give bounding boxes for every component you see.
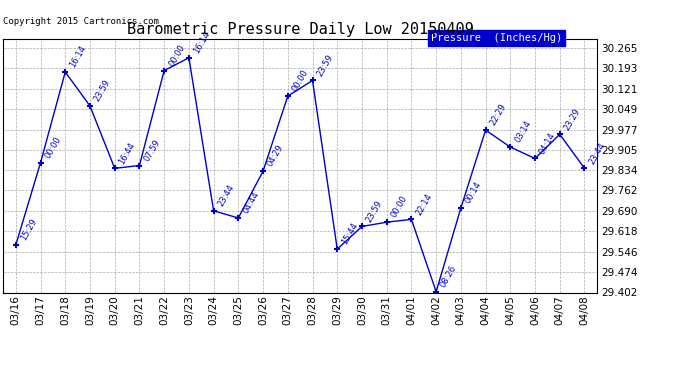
Text: 22:14: 22:14 [414,192,434,217]
Text: 08:26: 08:26 [439,264,459,289]
Text: 16:44: 16:44 [117,140,137,166]
Text: 23:29: 23:29 [562,106,582,132]
Text: 15:44: 15:44 [340,221,359,246]
Text: 23:44: 23:44 [587,140,607,166]
Text: 16:14: 16:14 [192,30,211,55]
Text: 04:44: 04:44 [241,190,261,215]
Text: Pressure  (Inches/Hg): Pressure (Inches/Hg) [431,33,562,43]
Text: 00:14: 00:14 [464,180,483,205]
Text: 23:59: 23:59 [315,53,335,78]
Text: 16:14: 16:14 [68,44,88,69]
Text: 00:00: 00:00 [43,135,63,160]
Text: 15:29: 15:29 [19,217,38,242]
Text: 03:14: 03:14 [513,119,533,144]
Text: 23:44: 23:44 [217,183,236,208]
Text: 00:00: 00:00 [389,194,409,219]
Text: 04:29: 04:29 [266,143,286,168]
Text: 22:29: 22:29 [489,102,508,127]
Title: Barometric Pressure Daily Low 20150409: Barometric Pressure Daily Low 20150409 [127,22,473,37]
Text: 23:59: 23:59 [92,78,112,103]
Text: 00:00: 00:00 [167,43,186,68]
Text: 00:00: 00:00 [290,68,310,93]
Text: 04:14: 04:14 [538,130,558,156]
Text: Copyright 2015 Cartronics.com: Copyright 2015 Cartronics.com [3,17,159,26]
Text: 23:59: 23:59 [365,198,384,223]
Text: 07:59: 07:59 [142,138,162,163]
